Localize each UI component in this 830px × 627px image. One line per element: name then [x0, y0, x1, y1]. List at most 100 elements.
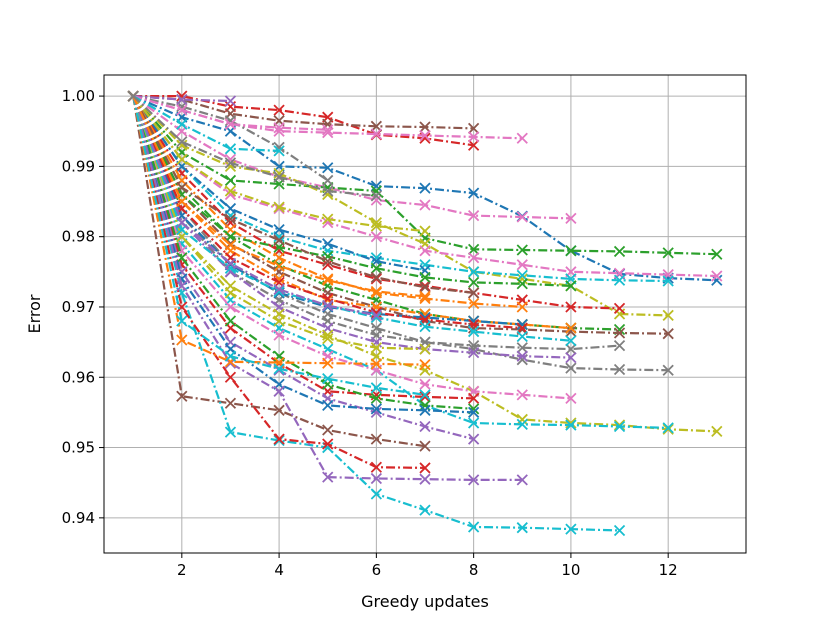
data-point-marker	[662, 275, 674, 287]
data-point-marker	[565, 245, 577, 257]
data-point-marker	[419, 378, 431, 390]
data-point-marker	[322, 162, 334, 174]
data-point-marker	[516, 342, 528, 354]
data-point-marker	[370, 403, 383, 415]
data-point-marker	[467, 266, 480, 278]
data-point-marker	[322, 238, 334, 250]
data-point-marker	[273, 252, 285, 264]
data-point-marker	[273, 145, 285, 157]
data-point-marker	[419, 129, 431, 142]
data-point-marker	[613, 363, 626, 376]
data-point-marker	[224, 174, 237, 187]
data-point-marker	[516, 301, 528, 313]
data-point-marker	[273, 234, 285, 246]
data-point-marker	[565, 335, 577, 347]
data-point-marker	[176, 93, 188, 106]
series-line	[132, 95, 571, 359]
data-point-marker	[613, 420, 626, 433]
data-point-marker	[127, 90, 139, 102]
data-point-marker	[419, 280, 431, 292]
data-point-marker	[370, 287, 383, 299]
data-point-marker	[419, 245, 431, 257]
data-point-marker	[370, 309, 383, 322]
data-point-marker	[613, 339, 626, 352]
data-point-marker	[322, 174, 334, 187]
data-point-marker	[419, 321, 431, 333]
data-point-marker	[322, 259, 334, 271]
data-point-marker	[273, 385, 285, 397]
data-point-marker	[322, 255, 334, 267]
data-point-marker	[224, 257, 237, 270]
data-point-marker	[224, 397, 237, 409]
y-axis-ticks: 0.94 0.95 0.96 0.97 0.98 0.99 1.00	[62, 87, 104, 527]
data-point-marker	[370, 392, 383, 404]
data-point-marker	[224, 426, 237, 438]
series-line	[132, 95, 474, 410]
series-line	[132, 95, 329, 182]
data-point-marker	[565, 417, 577, 429]
y-tick-label: 0.97	[62, 298, 95, 316]
data-point-marker	[613, 302, 626, 315]
data-point-marker	[370, 190, 383, 202]
data-point-marker	[613, 245, 626, 258]
series-line	[132, 95, 571, 287]
data-point-marker	[224, 239, 237, 251]
data-point-marker	[662, 309, 674, 322]
series-line	[133, 94, 474, 147]
data-point-marker	[565, 212, 577, 225]
series-line	[132, 95, 669, 283]
data-point-marker	[467, 297, 480, 310]
data-point-marker	[224, 301, 237, 313]
data-point-marker	[370, 194, 383, 206]
data-point-marker	[613, 419, 626, 431]
data-point-marker	[322, 471, 334, 483]
data-point-marker	[467, 474, 480, 486]
y-tick-label: 1.00	[62, 87, 95, 105]
data-point-marker	[516, 330, 528, 343]
data-point-marker	[516, 273, 528, 285]
data-point-marker	[224, 118, 237, 130]
data-point-marker	[370, 382, 383, 394]
data-point-marker	[516, 259, 528, 271]
y-tick-label: 0.99	[62, 157, 95, 175]
data-point-marker	[662, 423, 674, 435]
data-point-marker	[224, 350, 237, 362]
data-point-marker	[613, 274, 626, 286]
data-point-marker	[224, 185, 237, 197]
data-point-marker	[322, 399, 334, 412]
plot-area-frame	[103, 74, 747, 554]
data-point-marker	[273, 434, 285, 447]
data-point-marker	[662, 422, 674, 434]
data-point-marker	[419, 182, 431, 194]
data-point-marker	[419, 399, 431, 412]
data-point-marker	[322, 299, 334, 312]
data-point-marker	[467, 139, 480, 151]
data-point-marker	[662, 364, 674, 376]
data-point-marker	[176, 390, 188, 402]
data-point-marker	[516, 211, 528, 223]
y-tick-label: 0.98	[62, 228, 95, 246]
data-point-marker	[370, 472, 383, 485]
x-axis-label: Greedy updates	[361, 592, 489, 611]
series-line	[132, 95, 377, 317]
data-point-marker	[176, 104, 188, 116]
data-point-marker	[565, 351, 577, 364]
data-point-marker	[419, 462, 431, 474]
series-line	[132, 95, 474, 294]
data-point-marker	[516, 244, 528, 256]
data-point-marker	[370, 433, 383, 445]
data-point-marker	[419, 391, 431, 403]
x-tick-label: 4	[274, 561, 284, 579]
data-point-marker	[565, 301, 577, 313]
data-point-marker	[224, 262, 237, 274]
data-point-marker	[370, 128, 383, 140]
data-point-marker	[224, 371, 237, 383]
data-point-marker	[662, 328, 674, 340]
data-point-marker	[419, 290, 431, 303]
data-point-marker	[419, 358, 431, 371]
data-point-marker	[565, 322, 577, 334]
y-tick-label: 0.96	[62, 368, 95, 386]
data-point-marker	[176, 118, 188, 130]
y-tick-label: 0.94	[62, 509, 95, 527]
